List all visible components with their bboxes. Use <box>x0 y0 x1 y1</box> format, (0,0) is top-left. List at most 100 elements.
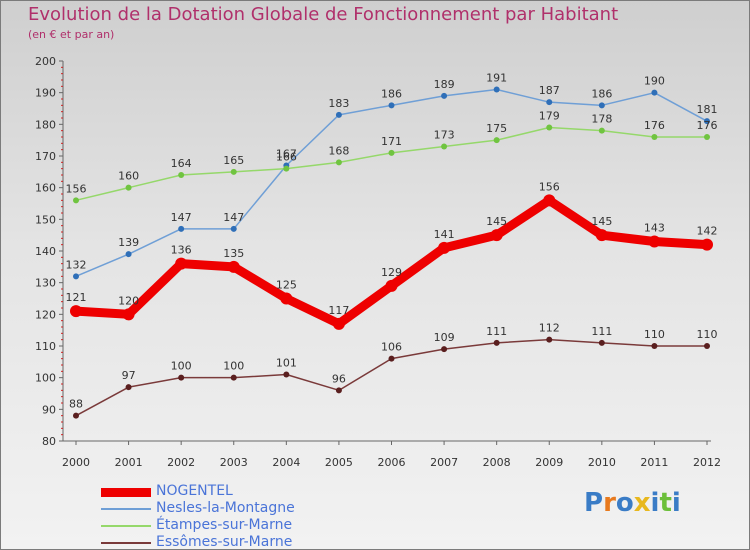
data-point-nogentel <box>332 317 345 330</box>
proxiti-logo: Proxiti <box>584 488 681 518</box>
data-point-etampes-sur-marne <box>73 197 79 204</box>
data-point-nesles-la-montagne <box>230 225 237 232</box>
data-label-etampes-sur-marne: 164 <box>171 157 192 170</box>
data-point-essomes-sur-marne <box>283 371 290 378</box>
data-point-nesles-la-montagne <box>441 92 448 99</box>
data-label-etampes-sur-marne: 168 <box>328 144 349 157</box>
data-label-nogentel: 145 <box>591 215 612 228</box>
data-label-essomes-sur-marne: 110 <box>697 328 718 341</box>
legend-label: Essômes-sur-Marne <box>156 534 293 550</box>
data-point-etampes-sur-marne <box>125 184 132 191</box>
data-point-essomes-sur-marne <box>230 374 237 381</box>
legend-label: NOGENTEL <box>156 483 233 499</box>
data-label-nogentel: 156 <box>539 180 560 193</box>
chart-subtitle: (en € et par an) <box>28 28 115 41</box>
data-point-essomes-sur-marne <box>335 387 342 394</box>
data-label-nogentel: 145 <box>486 215 507 228</box>
logo-letter: P <box>584 488 604 518</box>
y-tick-label: 120 <box>35 308 56 321</box>
legend-label: Nesles-la-Montagne <box>156 500 295 516</box>
legend-swatch <box>101 508 151 510</box>
x-tick-label: 2002 <box>167 456 195 469</box>
data-label-essomes-sur-marne: 110 <box>644 328 665 341</box>
data-point-nogentel <box>595 229 608 242</box>
data-label-nesles-la-montagne: 181 <box>697 103 718 116</box>
data-label-essomes-sur-marne: 100 <box>223 360 244 373</box>
x-tick-label: 2009 <box>535 456 563 469</box>
x-tick-label: 2003 <box>220 456 248 469</box>
data-label-essomes-sur-marne: 101 <box>276 357 297 370</box>
x-tick-label: 2012 <box>693 456 721 469</box>
data-label-nogentel: 120 <box>118 294 139 307</box>
data-point-essomes-sur-marne <box>73 412 79 419</box>
data-label-essomes-sur-marne: 106 <box>381 341 402 354</box>
y-tick-label: 100 <box>35 372 56 385</box>
data-point-nesles-la-montagne <box>546 99 553 106</box>
data-label-nogentel: 125 <box>276 279 297 292</box>
data-label-essomes-sur-marne: 111 <box>591 325 612 338</box>
data-label-etampes-sur-marne: 166 <box>276 151 297 164</box>
data-point-nesles-la-montagne <box>651 89 658 96</box>
data-point-essomes-sur-marne <box>651 343 658 349</box>
x-tick-label: 2007 <box>430 456 458 469</box>
data-label-nesles-la-montagne: 132 <box>66 258 87 271</box>
data-label-etampes-sur-marne: 176 <box>697 119 718 132</box>
legend-swatch <box>101 487 151 497</box>
y-tick-label: 190 <box>35 87 56 100</box>
data-point-nesles-la-montagne <box>388 102 395 109</box>
x-tick-label: 2010 <box>588 456 616 469</box>
data-label-nesles-la-montagne: 139 <box>118 236 139 249</box>
data-label-nogentel: 136 <box>171 244 192 257</box>
data-label-nesles-la-montagne: 186 <box>381 87 402 100</box>
data-label-nesles-la-montagne: 189 <box>434 78 455 91</box>
data-point-essomes-sur-marne <box>493 339 500 346</box>
y-tick-label: 200 <box>35 55 56 68</box>
data-point-etampes-sur-marne <box>178 172 185 178</box>
y-tick-label: 80 <box>42 435 56 448</box>
data-point-essomes-sur-marne <box>598 339 605 346</box>
data-point-nogentel <box>438 241 451 254</box>
data-label-essomes-sur-marne: 100 <box>171 360 192 373</box>
data-point-essomes-sur-marne <box>125 384 132 391</box>
data-point-nogentel <box>701 238 713 251</box>
data-label-nogentel: 135 <box>223 247 244 260</box>
data-point-nogentel <box>490 229 503 242</box>
data-label-etampes-sur-marne: 175 <box>486 122 507 135</box>
data-point-etampes-sur-marne <box>283 165 290 172</box>
data-point-etampes-sur-marne <box>388 149 395 156</box>
x-tick-label: 2006 <box>378 456 406 469</box>
data-label-essomes-sur-marne: 88 <box>69 398 83 411</box>
data-label-nesles-la-montagne: 147 <box>171 211 192 224</box>
data-label-etampes-sur-marne: 178 <box>591 113 612 126</box>
data-label-nesles-la-montagne: 191 <box>486 72 507 85</box>
data-point-nesles-la-montagne <box>178 225 185 232</box>
y-tick-label: 150 <box>35 213 56 226</box>
y-tick-label: 180 <box>35 118 56 131</box>
y-tick-label: 90 <box>42 403 56 416</box>
y-tick-label: 140 <box>35 245 56 258</box>
legend-swatch <box>101 542 151 544</box>
data-point-essomes-sur-marne <box>441 346 448 353</box>
data-point-nogentel <box>280 292 293 305</box>
data-point-essomes-sur-marne <box>704 343 710 349</box>
y-tick-label: 170 <box>35 150 56 163</box>
data-label-nesles-la-montagne: 147 <box>223 211 244 224</box>
data-label-etampes-sur-marne: 165 <box>223 154 244 167</box>
data-point-nogentel <box>70 305 82 318</box>
data-label-nogentel: 121 <box>66 291 87 304</box>
data-label-essomes-sur-marne: 96 <box>332 372 346 385</box>
data-label-essomes-sur-marne: 97 <box>122 369 136 382</box>
data-label-essomes-sur-marne: 111 <box>486 325 507 338</box>
data-point-etampes-sur-marne <box>546 124 553 131</box>
chart-title: Evolution de la Dotation Globale de Fonc… <box>28 4 619 25</box>
y-tick-label: 110 <box>35 340 56 353</box>
data-label-nesles-la-montagne: 190 <box>644 75 665 88</box>
data-label-essomes-sur-marne: 112 <box>539 322 560 335</box>
logo-letter: r <box>603 488 616 518</box>
data-point-essomes-sur-marne <box>178 374 185 381</box>
data-label-nogentel: 143 <box>644 222 665 235</box>
data-label-etampes-sur-marne: 171 <box>381 135 402 148</box>
logo-letter: x <box>633 488 651 518</box>
x-tick-label: 2005 <box>325 456 353 469</box>
